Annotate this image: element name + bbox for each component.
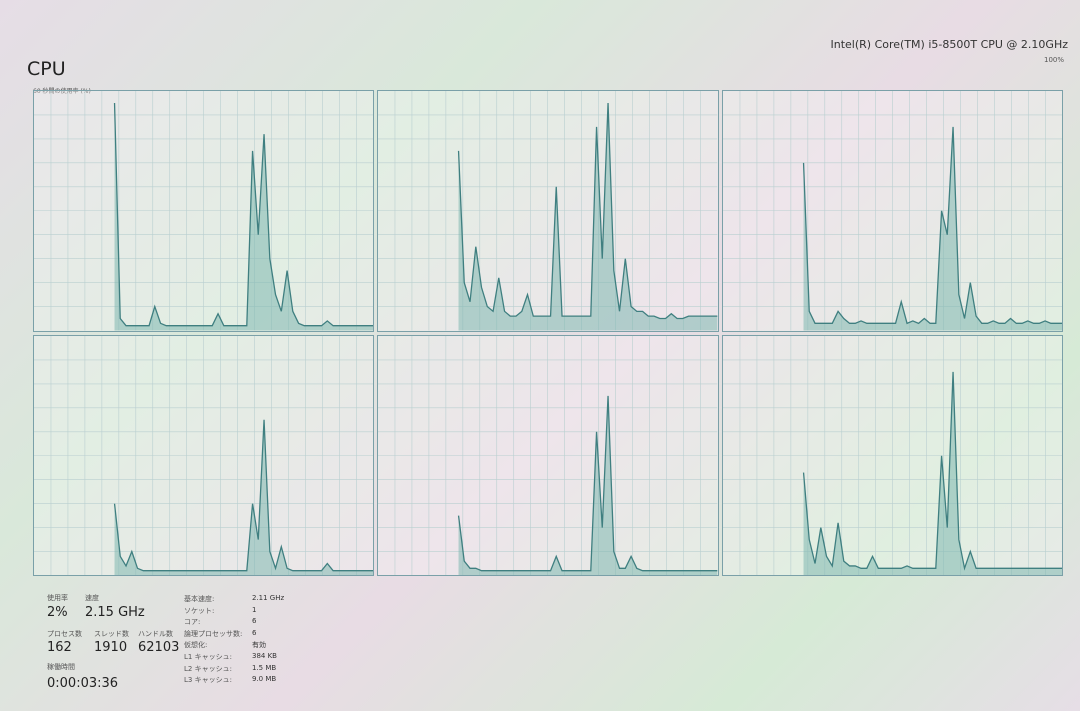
handles-value: 62103 (138, 640, 180, 655)
spec-label: コア: (184, 618, 201, 627)
spec-label: 基本速度: (184, 595, 215, 603)
spec-label: L2 キャッシュ: (184, 664, 232, 673)
usage-line (802, 126, 1062, 325)
usage-area (114, 102, 374, 331)
spec-value: 2.11 GHz (252, 594, 285, 602)
spec-value: 9.0 MB (252, 675, 277, 684)
speed-value: 2.15 GHz (85, 605, 145, 620)
usage-line (458, 102, 718, 320)
uptime-value: 0:00:03:36 (47, 676, 119, 691)
graph-max-label: 100% (1043, 56, 1064, 64)
core-graph-svg (34, 91, 374, 331)
core-graph-svg (378, 91, 718, 331)
core-graph-1 (33, 90, 375, 332)
graph-subtitle: 60 秒間の使用率 (%) (33, 88, 91, 95)
spec-value: 6 (252, 617, 257, 626)
usage-label: 使用率 (47, 594, 68, 602)
handles-label: ハンドル数 (138, 630, 173, 638)
usage-area (458, 102, 718, 331)
spec-label: L3 キャッシュ: (184, 676, 232, 685)
usage-area (114, 419, 374, 575)
usage-line (113, 102, 374, 327)
core-graph-svg (34, 335, 374, 575)
cpu-model-name: Intel(R) Core(TM) i5-8500T CPU @ 2.10GHz (830, 38, 1068, 51)
spec-label: ソケット: (184, 606, 215, 615)
spec-value: 1 (252, 605, 257, 614)
threads-label: スレッド数 (94, 630, 129, 638)
spec-value: 384 KB (252, 652, 277, 660)
usage-line (458, 395, 718, 571)
core-graph-4 (33, 334, 375, 576)
processes-label: プロセス数 (47, 630, 82, 638)
core-graph-svg (722, 335, 1062, 575)
spec-label: 論理プロセッサ数: (184, 629, 243, 638)
usage-area (803, 371, 1062, 575)
spec-value: 6 (252, 628, 257, 637)
spec-value: 有効 (252, 641, 266, 650)
usage-area (458, 395, 718, 575)
speed-label: 速度 (85, 594, 99, 602)
spec-label: L1 キャッシュ: (184, 653, 232, 661)
core-graph-svg (722, 91, 1062, 331)
core-graph-svg (378, 335, 718, 575)
core-graph-6 (721, 334, 1063, 576)
processes-value: 162 (47, 640, 72, 655)
page-title: CPU (27, 58, 66, 80)
cpu-core-graphs (33, 90, 1063, 576)
threads-value: 1910 (94, 640, 128, 655)
core-graph-3 (721, 90, 1063, 332)
core-graph-5 (377, 334, 719, 576)
spec-label: 仮想化: (184, 641, 208, 650)
usage-area (803, 126, 1062, 331)
uptime-label: 稼働時間 (47, 663, 75, 671)
core-graph-2 (377, 90, 719, 332)
usage-value: 2% (47, 605, 68, 620)
usage-line (802, 371, 1062, 571)
usage-line (113, 419, 374, 571)
spec-value: 1.5 MB (252, 663, 277, 672)
